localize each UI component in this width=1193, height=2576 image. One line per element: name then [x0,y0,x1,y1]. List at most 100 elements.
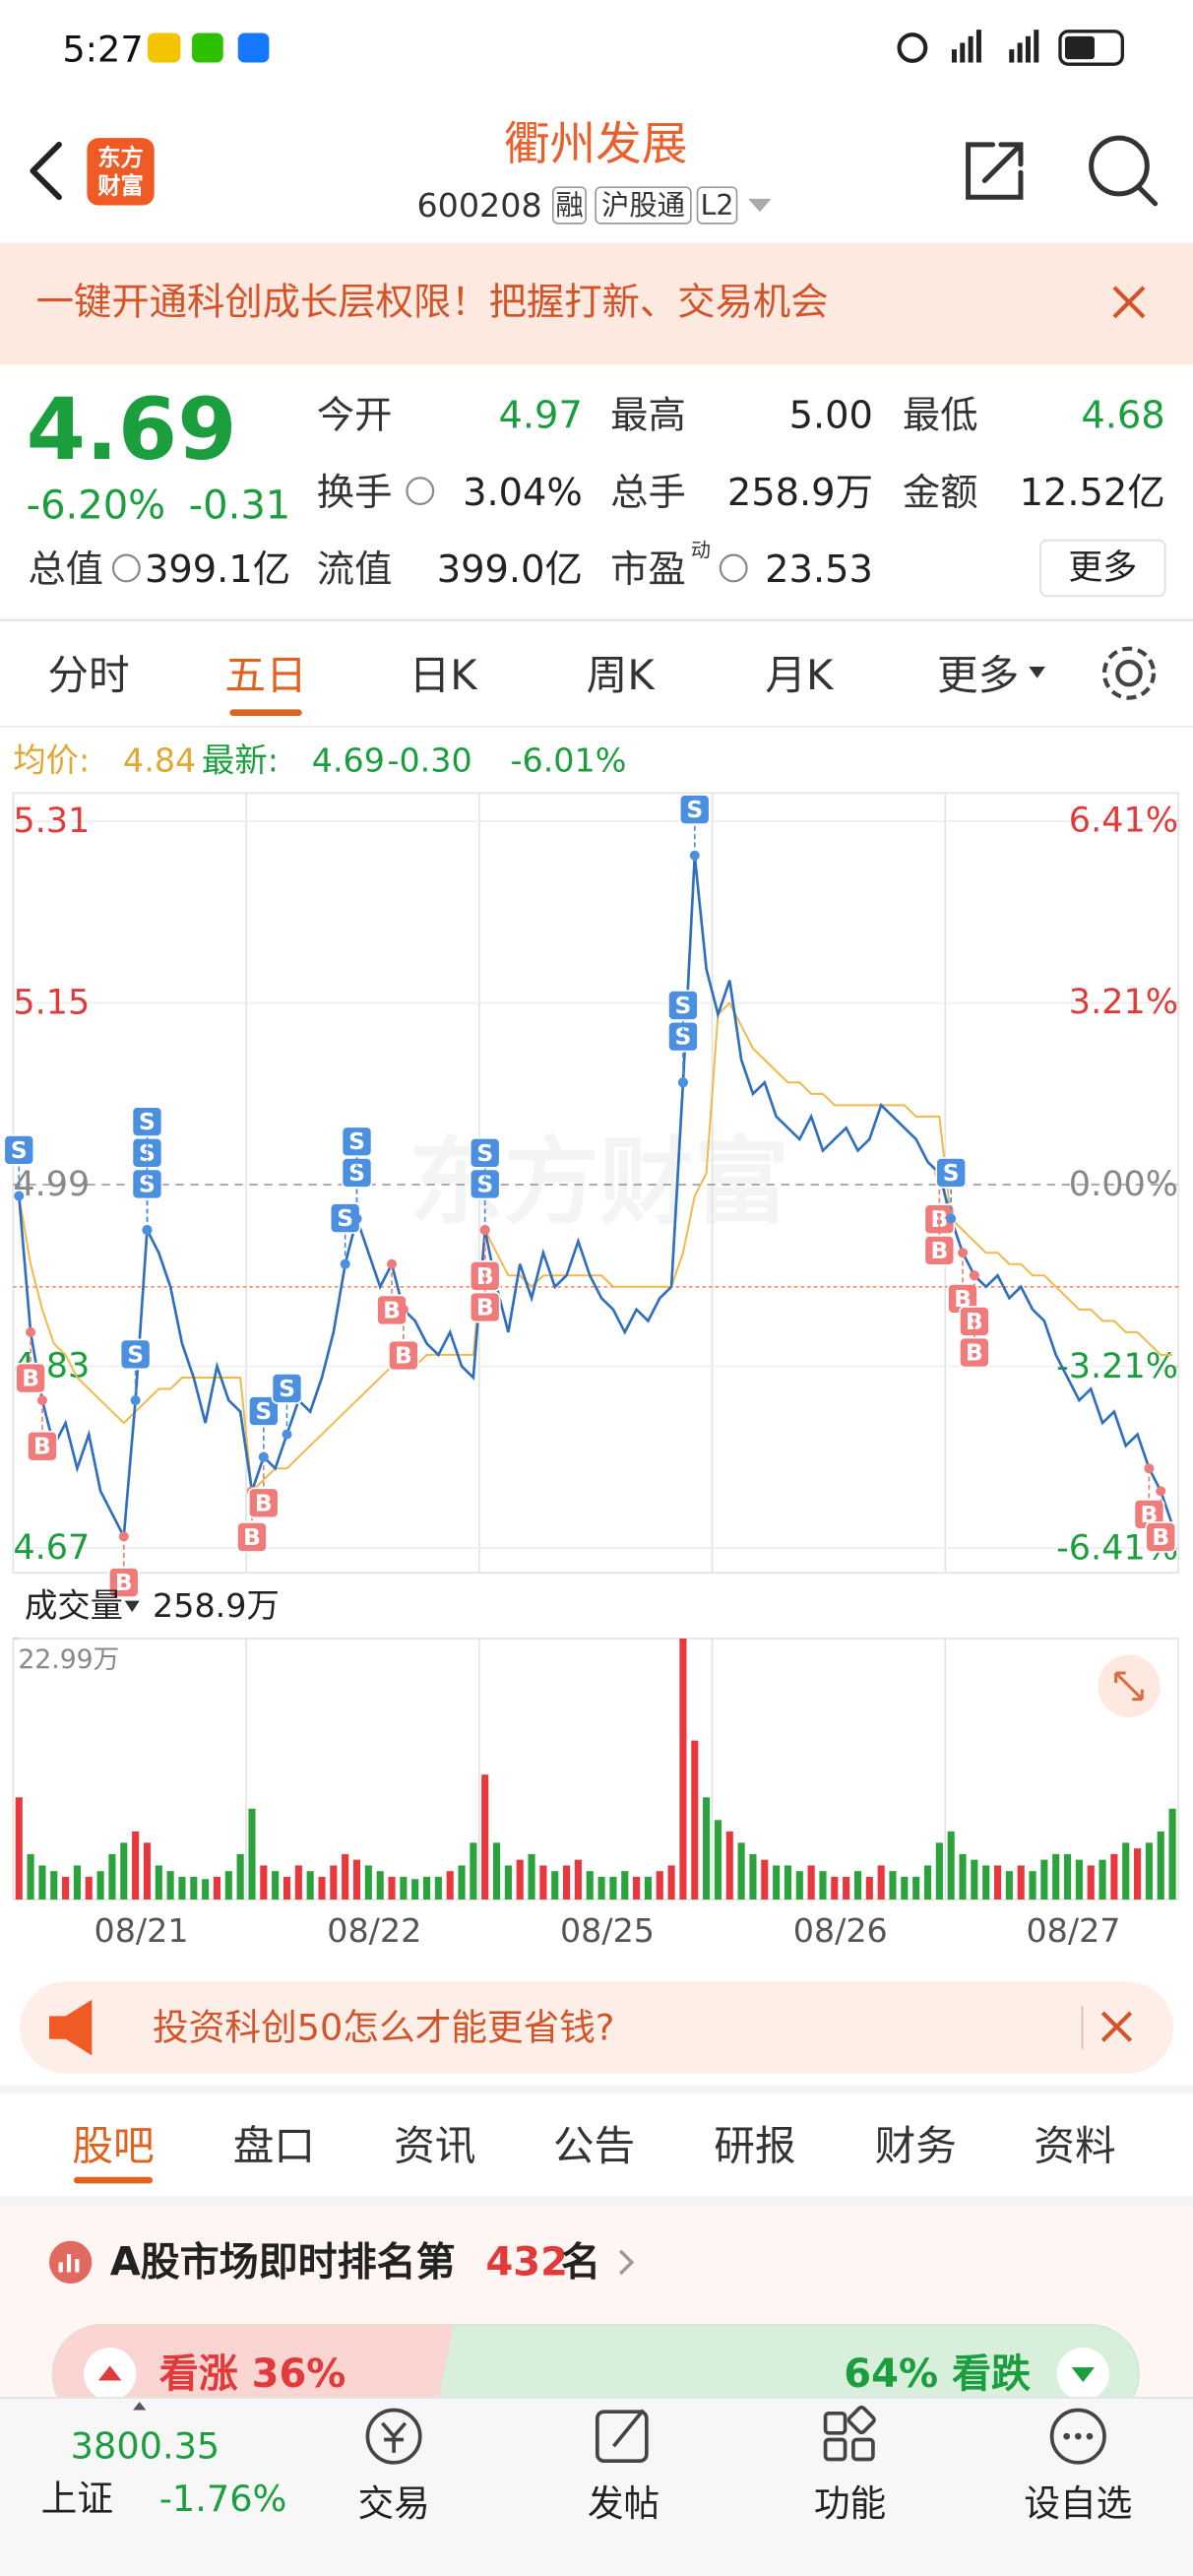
volume-bar [516,1859,524,1900]
signal-badge [15,1362,46,1394]
period-tab[interactable]: 分时 [47,651,129,699]
signal-label: B [243,1523,261,1551]
date-label: 08/27 [1026,1911,1120,1950]
app-logo[interactable] [87,138,155,206]
tab-dropdown[interactable] [1029,666,1045,678]
volume-bar [912,1876,920,1900]
rank-number[interactable]: 432 [485,2239,568,2285]
search-button[interactable] [1089,135,1159,207]
banner-text[interactable]: 一键开通科创成长层权限！把握打新、交易机会 [36,280,829,324]
period-tab[interactable]: 周K [587,651,657,699]
banner-close[interactable] [1112,286,1146,319]
settings-button[interactable] [1101,646,1157,700]
volume-bar [1052,1853,1060,1900]
volume-bar [306,1871,314,1900]
volume-bar [633,1876,641,1900]
volume-bar [85,1876,93,1900]
ad-banner[interactable] [20,1981,1173,2074]
signal-point [130,1395,141,1406]
volume-bar [1157,1831,1164,1900]
rank-text[interactable]: A股市场即时排名第 [110,2239,456,2285]
nav-item[interactable]: 功能 [814,2482,886,2525]
volume-bar [330,1865,338,1900]
volume-bar [1134,1848,1142,1900]
signal-point [958,1248,969,1258]
share-button[interactable] [966,142,1024,200]
nav-item[interactable]: 交易 [357,2482,429,2525]
signal-point [36,1395,47,1406]
period-tab[interactable]: 日K [409,651,479,699]
sub-tab[interactable]: 盘口 [233,2122,315,2170]
signal-label: B [966,1339,983,1367]
volume-bar [1087,1865,1095,1900]
logo-text: 东方 [97,144,144,171]
nav-items: 交易 发帖 功能 设自选 [357,2482,1132,2525]
sub-tab[interactable]: 研报 [714,2122,795,2170]
volume-bar [1075,1859,1083,1900]
stock-name: 衢州发展 [504,118,688,171]
signal-point [677,1077,688,1088]
sub-tab[interactable]: 股吧 [72,2122,154,2170]
back-button[interactable] [30,141,62,201]
signal-label: B [1141,1501,1159,1528]
period-tab[interactable]: 更多 [937,651,1019,699]
signal-label: S [348,1159,365,1187]
nav-item[interactable]: 设自选 [1024,2482,1132,2525]
sentiment-down-label: 64% 看跌 [844,2351,1031,2397]
volume-dropdown[interactable] [124,1600,140,1613]
signal-label: S [255,1397,272,1425]
nav-item[interactable]: 发帖 [588,2482,659,2525]
volume-bar [831,1876,839,1900]
period-tab[interactable]: 五日 [224,651,306,699]
ad-close[interactable] [1100,2011,1133,2042]
status-icon [237,32,270,63]
sub-tab[interactable]: 资讯 [394,2122,475,2170]
ad-icon [49,1999,93,2056]
volume-bar [342,1853,349,1900]
index-name[interactable]: 上证 [41,2478,113,2520]
period-tab[interactable]: 月K [765,651,835,699]
signal-label: S [337,1204,353,1232]
volume-bar [120,1842,128,1900]
volume-bar [853,1871,862,1900]
index-value[interactable]: 3800.35 [71,2425,220,2468]
dropdown-arrow[interactable] [748,198,772,213]
volume-bar [703,1797,711,1900]
index-change[interactable]: -1.76% [159,2478,287,2520]
volume-bar [493,1842,501,1900]
signal-point [946,1213,957,1224]
signal-label: S [476,1139,493,1167]
volume-frame [12,1638,1179,1900]
divider [0,2397,1193,2399]
plot-frame [12,792,1179,1575]
sub-tab[interactable]: 财务 [875,2122,957,2170]
volume-bar [784,1865,792,1900]
info-text: 最新: [202,741,279,780]
rank-arrow[interactable] [618,2249,635,2276]
signal-badge [667,990,699,1021]
signal-point [282,1429,292,1440]
banner[interactable] [0,242,1193,365]
ad-text[interactable]: 投资科创50怎么才能更省钱? [153,2007,614,2049]
sub-tab[interactable]: 资料 [1034,2122,1115,2170]
volume-bar [1017,1865,1025,1900]
volume-bar [400,1876,408,1900]
price-line [17,855,1174,1542]
volume-bar [725,1831,733,1900]
volume-bar [691,1740,699,1900]
volume-bar [865,1876,873,1900]
field-value: 258.9万 [727,471,873,515]
volume-bar [679,1638,687,1900]
volume-bar [551,1871,559,1900]
status-icon [148,32,181,63]
y2-tick-label: 0.00% [1069,1165,1178,1204]
info-text: -6.01% [510,741,626,780]
more-button[interactable] [1039,539,1166,598]
more-button-text[interactable]: 更多 [1068,548,1137,588]
volume-bar [50,1871,58,1900]
rank-text[interactable]: 名 [561,2239,600,2285]
sub-tab[interactable]: 公告 [553,2122,635,2170]
volume-bar [1145,1842,1153,1900]
info-text: 4.84 [123,741,196,780]
stock-code: 600208 [416,186,541,225]
